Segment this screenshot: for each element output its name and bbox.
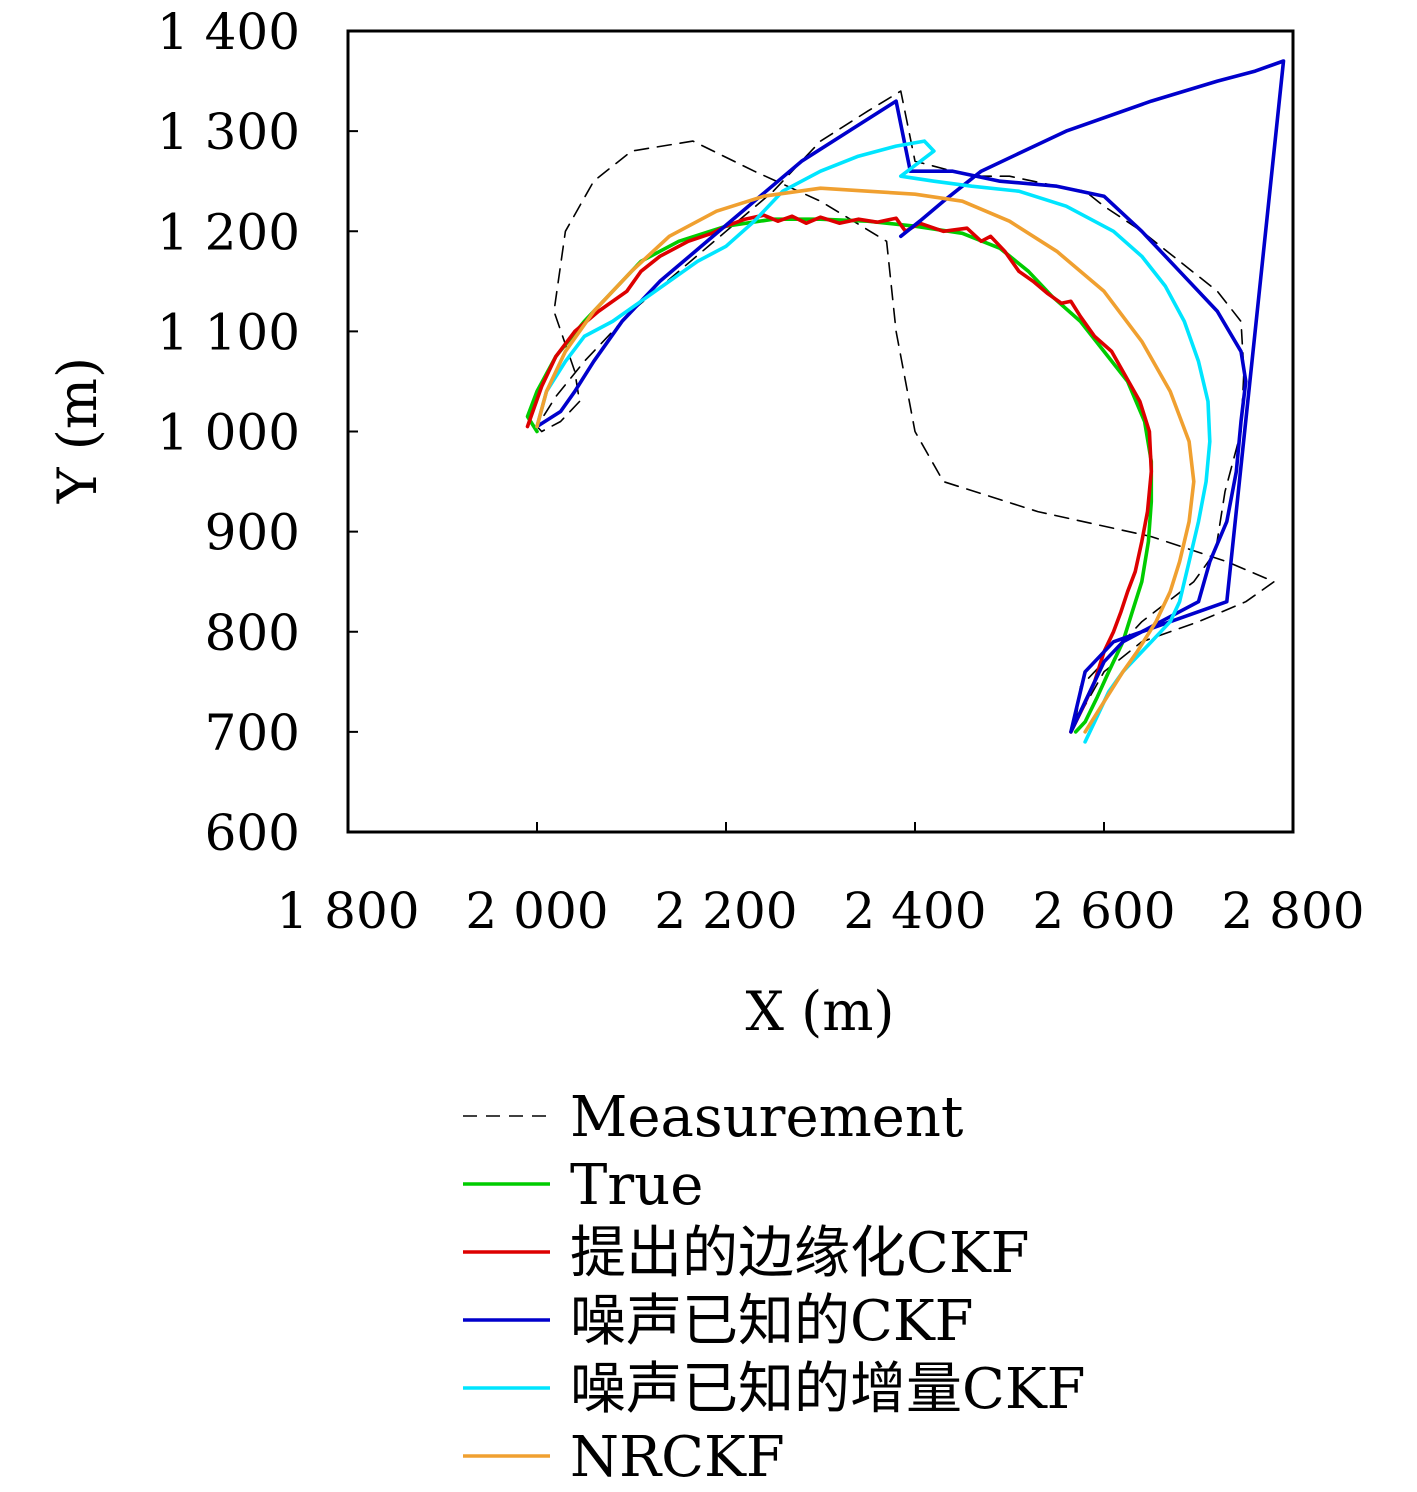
x-tick-label: 2 600 xyxy=(1032,882,1175,940)
series-line-0 xyxy=(536,90,1275,723)
legend-label-5: NRCKF xyxy=(570,1425,785,1490)
y-ticks: 600 700 800 900 1 000 1 100 1 200 1 300 1 400 xyxy=(157,3,358,862)
y-tick-label: 700 xyxy=(205,704,300,762)
series-line-4 xyxy=(535,139,1212,744)
series-line-2 xyxy=(525,213,1154,734)
x-tick-label: 1 800 xyxy=(276,882,419,940)
y-tick-label: 1 200 xyxy=(157,203,300,261)
legend-label-2: 提出的边缘化CKF xyxy=(570,1221,1030,1286)
x-tick-label: 2 800 xyxy=(1221,882,1364,940)
legend: MeasurementTrue提出的边缘化CKF噪声已知的CKF噪声已知的增量C… xyxy=(463,1085,1086,1490)
y-tick-label: 1 000 xyxy=(157,404,300,462)
y-tick-label: 1 100 xyxy=(157,303,300,361)
series-line-3 xyxy=(535,59,1286,734)
y-tick-label: 900 xyxy=(205,504,300,562)
legend-label-4: 噪声已知的增量CKF xyxy=(570,1357,1086,1422)
series-line-5 xyxy=(535,186,1196,734)
y-tick-label: 600 xyxy=(205,804,300,862)
x-axis-label: X (m) xyxy=(746,980,895,1043)
legend-label-0: Measurement xyxy=(570,1085,964,1150)
x-tick-label: 2 400 xyxy=(843,882,986,940)
y-tick-label: 800 xyxy=(205,604,300,662)
x-tick-label: 2 200 xyxy=(654,882,797,940)
y-tick-label: 1 300 xyxy=(157,103,300,161)
plot-series-layer xyxy=(525,59,1286,744)
legend-label-1: True xyxy=(570,1153,703,1218)
x-tick-label: 2 000 xyxy=(465,882,608,940)
x-ticks: 1 800 2 000 2 200 2 400 2 600 2 800 xyxy=(276,822,1365,940)
legend-label-3: 噪声已知的CKF xyxy=(570,1289,974,1354)
y-tick-label: 1 400 xyxy=(157,3,300,61)
y-axis-label: Y (m) xyxy=(46,357,109,504)
